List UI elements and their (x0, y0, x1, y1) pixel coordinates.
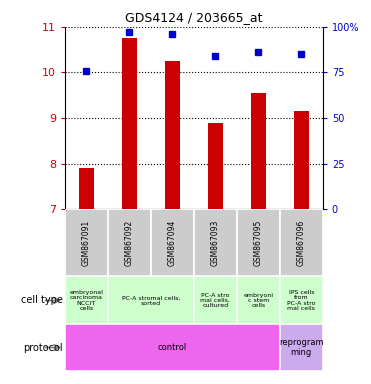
Text: GSM867091: GSM867091 (82, 220, 91, 266)
Bar (65, 209, 108, 276)
Text: cell type: cell type (21, 295, 63, 306)
Text: GSM867095: GSM867095 (254, 220, 263, 266)
Text: PC-A stromal cells,
sorted: PC-A stromal cells, sorted (122, 295, 180, 306)
Bar (280, 276, 323, 324)
Bar (108, 209, 151, 276)
Bar (280, 209, 323, 276)
Bar (294, 111, 309, 209)
Text: protocol: protocol (23, 343, 63, 353)
Bar (165, 61, 180, 209)
Bar (194, 276, 237, 324)
Bar (237, 276, 280, 324)
Bar (122, 38, 137, 209)
Bar (151, 209, 194, 276)
Bar (194, 209, 237, 276)
Bar (65, 324, 280, 371)
Text: GSM867096: GSM867096 (297, 220, 306, 266)
Text: GSM867094: GSM867094 (168, 220, 177, 266)
Bar (208, 122, 223, 209)
Text: reprogram
ming: reprogram ming (279, 338, 324, 357)
Bar (108, 276, 194, 324)
Text: GSM867092: GSM867092 (125, 220, 134, 266)
Bar (65, 276, 108, 324)
Bar (79, 168, 94, 209)
Bar (237, 209, 280, 276)
Text: PC-A stro
mal cells,
cultured: PC-A stro mal cells, cultured (200, 293, 230, 308)
Text: IPS cells
from
PC-A stro
mal cells: IPS cells from PC-A stro mal cells (287, 290, 315, 311)
Text: embryonal
carcinoma
NCCIT
cells: embryonal carcinoma NCCIT cells (69, 290, 104, 311)
Title: GDS4124 / 203665_at: GDS4124 / 203665_at (125, 11, 263, 24)
Text: GSM867093: GSM867093 (211, 220, 220, 266)
Text: embryoni
c stem
cells: embryoni c stem cells (243, 293, 273, 308)
Bar (280, 324, 323, 371)
Bar (251, 93, 266, 209)
Text: control: control (158, 343, 187, 352)
